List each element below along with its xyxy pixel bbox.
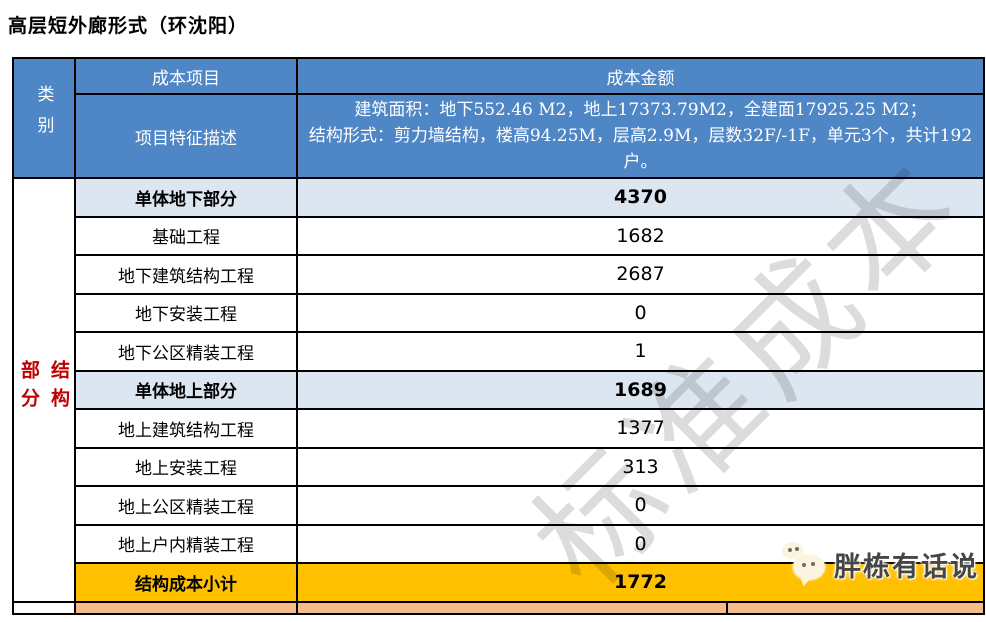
table-row: 地上安装工程 313 [13,446,985,487]
feature-label-cell: 项目特征描述 [74,93,298,179]
row-value-cell: 0 [296,523,985,564]
cost-amount-header-cell: 成本金额 [296,57,985,95]
feature-line-1: 建筑面积：地下552.46 M2，地上17373.79M2，全建面17925.2… [354,100,927,120]
feature-description-cell: 建筑面积：地下552.46 M2，地上17373.79M2，全建面17925.2… [296,93,985,179]
row-value-cell: 313 [296,446,985,487]
row-value-cell: 0 [296,485,985,526]
table-row: 单体地上部分 1689 [13,369,985,410]
row-label-cell: 结构成本小计 [74,562,298,603]
row-value-cell: 1772 [296,562,985,603]
row-label-cell: 地下公区精装工程 [74,331,298,372]
row-label-cell: 基础工程 [74,215,298,256]
row-value-cell: 2687 [296,254,985,295]
row-value-cell: 4370 [296,177,985,218]
row-label-cell: 地上建筑结构工程 [74,408,298,449]
spreadsheet-screenshot: { "page": { "title": "高层短外廊形式（环沈阳）" }, "… [8,15,986,616]
row-value-cell: 0 [296,292,985,333]
row-label-cell: 地下建筑结构工程 [74,254,298,295]
table-row: 地上建筑结构工程 1377 [13,408,985,449]
row-label-cell: 地上安装工程 [74,446,298,487]
row-value-cell: 1689 [296,369,985,410]
row-value-cell: 1682 [296,215,985,256]
cost-table: 类别 成本项目 成本金额 项目特征描述 建筑面积：地下552.46 M2，地上1… [12,57,985,615]
row-label-cell: 地上户内精装工程 [74,523,298,564]
category-group-cell: 结构部分 [12,177,76,603]
table-row: 地下安装工程 0 [13,292,985,333]
table-row: 基础工程 1682 [13,215,985,256]
table-row: 结构部分 单体地下部分 4370 [12,177,985,603]
feature-line-2: 结构形式：剪力墙结构，楼高94.25M，层高2.9M，层数32F/-1F，单元3… [308,126,973,172]
category-group-label: 结构部分 [18,359,70,416]
row-label-cell: 单体地下部分 [74,177,298,218]
cost-item-header-cell: 成本项目 [74,57,298,95]
table-row: 地下公区精装工程 1 [13,331,985,372]
channel-badge: 胖栋有话说 [780,540,980,588]
category-header-cell: 类别 [12,57,76,179]
header-row-1: 类别 成本项目 成本金额 [12,57,985,179]
category-header-label: 类别 [33,84,54,147]
header-row-2: 项目特征描述 建筑面积：地下552.46 M2，地上17373.79M2，全建面… [13,93,985,179]
table-row summary-row: 结构成本小计 1772 [13,562,985,603]
row-value-cell: 1 [296,331,985,372]
table-row: 地上公区精装工程 0 [13,485,985,526]
wechat-icon [780,541,834,588]
row-label-cell: 单体地上部分 [74,369,298,410]
row-label-cell: 地上公区精装工程 [74,485,298,526]
page-title: 高层短外廊形式（环沈阳） [8,15,249,37]
row-value-cell: 1377 [296,408,985,449]
table-row: 地上户内精装工程 0 [13,523,985,564]
row-label-cell: 地下安装工程 [74,292,298,333]
channel-badge-label: 胖栋有话说 [834,551,979,583]
table-row: 地下建筑结构工程 2687 [13,254,985,295]
